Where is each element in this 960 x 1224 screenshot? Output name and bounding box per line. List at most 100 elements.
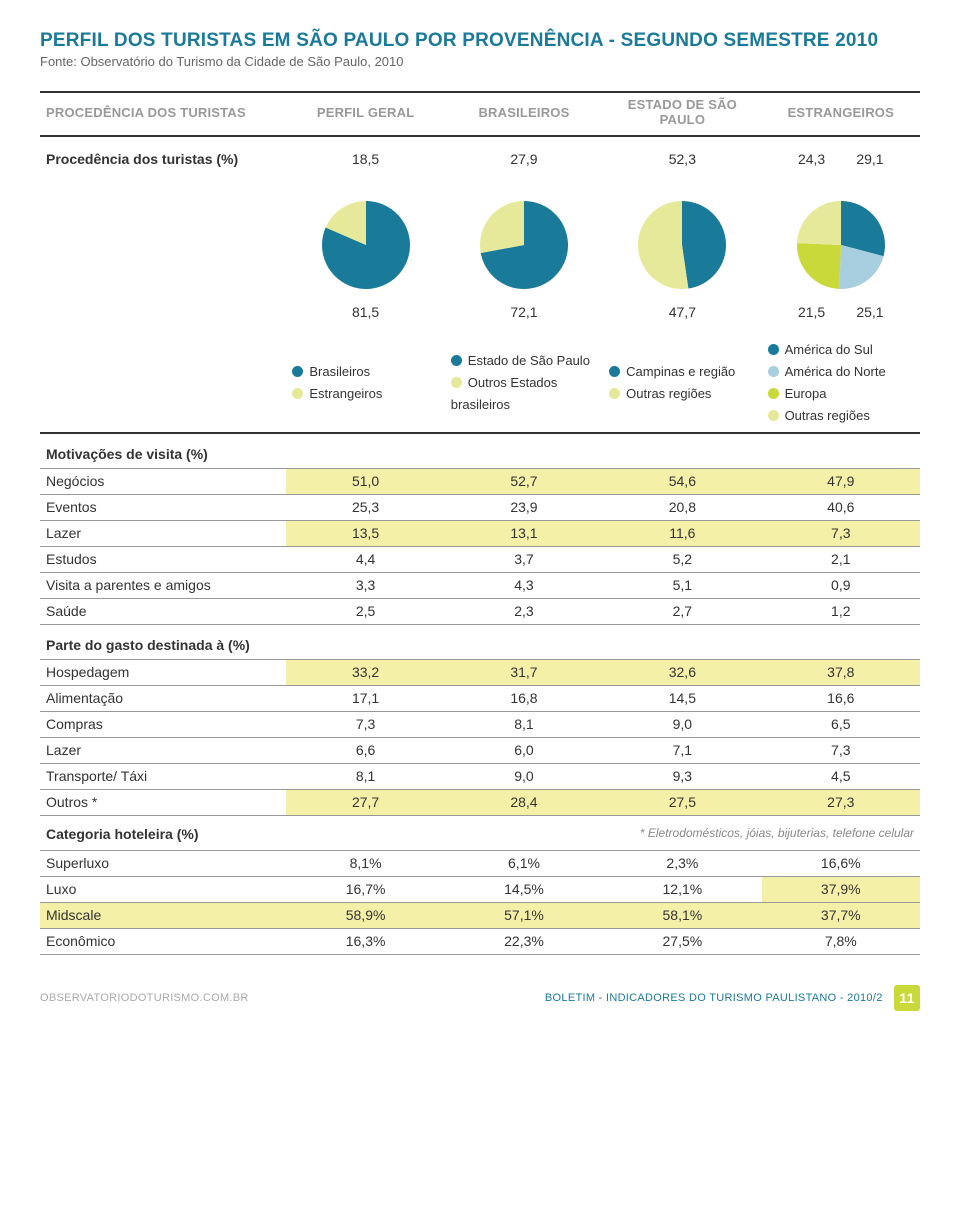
- pie-slice: [797, 201, 841, 245]
- row-label: Visita a parentes e amigos: [40, 573, 286, 599]
- procedencia-bottom-row: 81,5 72,1 47,7 21,5 25,1: [40, 298, 920, 334]
- value-cell: 24,3: [798, 151, 825, 167]
- value-cell: 17,1: [286, 686, 444, 712]
- value-cell: 4,3: [445, 573, 603, 599]
- pie-slice: [682, 201, 726, 289]
- legend-dot-icon: [609, 388, 620, 399]
- value-cell: 0,9: [762, 573, 920, 599]
- value-cell: 7,3: [286, 712, 444, 738]
- legend-label: Estrangeiros: [309, 386, 382, 401]
- motivacoes-section: Motivações de visita (%)Negócios51,052,7…: [40, 433, 920, 625]
- footer-right: BOLETIM - INDICADORES DO TURISMO PAULIST…: [545, 992, 883, 1004]
- value-cell: 51,0: [286, 469, 444, 495]
- legend-label: América do Sul: [785, 342, 873, 357]
- legend-label: Europa: [785, 386, 827, 401]
- value-cell: 54,6: [603, 469, 761, 495]
- value-cell: 2,3%: [603, 851, 761, 877]
- table-row: Eventos25,323,920,840,6: [40, 495, 920, 521]
- value-cell: 4,4: [286, 547, 444, 573]
- value-cell: 8,1: [286, 764, 444, 790]
- value-cell: 31,7: [445, 660, 603, 686]
- column-header-row: PROCEDÊNCIA DOS TURISTAS PERFIL GERAL BR…: [40, 92, 920, 136]
- page-number: 11: [894, 985, 920, 1011]
- table-row: Lazer13,513,111,67,3: [40, 521, 920, 547]
- legend-dot-icon: [768, 410, 779, 421]
- table-row: Hospedagem33,231,732,637,8: [40, 660, 920, 686]
- value-cell: 13,1: [445, 521, 603, 547]
- page-footer: OBSERVATORIODOTURISMO.COM.BR BOLETIM - I…: [40, 985, 920, 1011]
- section-label: Motivações de visita (%): [40, 433, 920, 469]
- row-label: Alimentação: [40, 686, 286, 712]
- legend-dot-icon: [292, 366, 303, 377]
- value-cell: 2,3: [445, 599, 603, 625]
- table-row: Negócios51,052,754,647,9: [40, 469, 920, 495]
- gasto-section: Parte do gasto destinada à (%)Hospedagem…: [40, 625, 920, 851]
- legend-dot-icon: [609, 366, 620, 377]
- value-cell: 21,5: [798, 304, 825, 320]
- value-cell: 40,6: [762, 495, 920, 521]
- pie-chart-row: [40, 197, 920, 298]
- value-cell: 28,4: [445, 790, 603, 816]
- page-title: PERFIL DOS TURISTAS EM SÃO PAULO POR PRO…: [40, 30, 920, 52]
- col-header: BRASILEIROS: [445, 92, 603, 136]
- table-row: Estudos4,43,75,22,1: [40, 547, 920, 573]
- value-cell: 25,3: [286, 495, 444, 521]
- pie-slice: [480, 201, 524, 253]
- value-cell: 33,2: [286, 660, 444, 686]
- row-label: Estudos: [40, 547, 286, 573]
- legend-cell: BrasileirosEstrangeiros: [286, 334, 444, 433]
- value-cell: 22,3%: [445, 929, 603, 955]
- pie-chart: [638, 201, 726, 289]
- col-header: ESTRANGEIROS: [762, 92, 920, 136]
- table-row: Saúde2,52,32,71,2: [40, 599, 920, 625]
- value-cell: 9,0: [445, 764, 603, 790]
- value-cell: 7,3: [762, 521, 920, 547]
- page-subtitle: Fonte: Observatório do Turismo da Cidade…: [40, 54, 920, 69]
- legend-dot-icon: [768, 388, 779, 399]
- legend-cell: Campinas e regiãoOutras regiões: [603, 334, 761, 433]
- col-header: PROCEDÊNCIA DOS TURISTAS: [40, 92, 286, 136]
- row-label: Superluxo: [40, 851, 286, 877]
- table-row: Luxo16,7%14,5%12,1%37,9%: [40, 877, 920, 903]
- row-label: Lazer: [40, 738, 286, 764]
- value-cell: 1,2: [762, 599, 920, 625]
- value-cell: 2,5: [286, 599, 444, 625]
- value-cell: 16,8: [445, 686, 603, 712]
- value-cell: 14,5%: [445, 877, 603, 903]
- value-cell: 7,1: [603, 738, 761, 764]
- value-cell: 27,3: [762, 790, 920, 816]
- value-cell: 7,3: [762, 738, 920, 764]
- value-cell: 58,1%: [603, 903, 761, 929]
- value-cell: 27,5: [603, 790, 761, 816]
- value-cell: 2,7: [603, 599, 761, 625]
- table-row: Lazer6,66,07,17,3: [40, 738, 920, 764]
- legend-dot-icon: [451, 377, 462, 388]
- value-cell: 27,7: [286, 790, 444, 816]
- legend-label: Campinas e região: [626, 364, 735, 379]
- table-row: Econômico16,3%22,3%27,5%7,8%: [40, 929, 920, 955]
- col-header: PERFIL GERAL: [286, 92, 444, 136]
- row-label: Lazer: [40, 521, 286, 547]
- value-cell: 4,5: [762, 764, 920, 790]
- value-cell: 8,1: [445, 712, 603, 738]
- row-label: Luxo: [40, 877, 286, 903]
- legend-label: Outros Estados brasileiros: [451, 375, 558, 412]
- value-cell: 47,7: [603, 298, 761, 334]
- value-cell: 52,3: [603, 136, 761, 197]
- table-row: Compras7,38,19,06,5: [40, 712, 920, 738]
- value-cell: 2,1: [762, 547, 920, 573]
- main-table: PROCEDÊNCIA DOS TURISTAS PERFIL GERAL BR…: [40, 91, 920, 955]
- value-cell: 52,7: [445, 469, 603, 495]
- row-label: Midscale: [40, 903, 286, 929]
- pie-slice: [797, 243, 841, 289]
- value-cell: 27,9: [445, 136, 603, 197]
- value-cell: 9,0: [603, 712, 761, 738]
- value-cell: 12,1%: [603, 877, 761, 903]
- value-cell: 16,3%: [286, 929, 444, 955]
- table-row: Visita a parentes e amigos3,34,35,10,9: [40, 573, 920, 599]
- table-row: Superluxo8,1%6,1%2,3%16,6%: [40, 851, 920, 877]
- legend-cell: América do SulAmérica do NorteEuropaOutr…: [762, 334, 920, 433]
- value-cell: 47,9: [762, 469, 920, 495]
- value-cell: 3,3: [286, 573, 444, 599]
- value-cell: 37,9%: [762, 877, 920, 903]
